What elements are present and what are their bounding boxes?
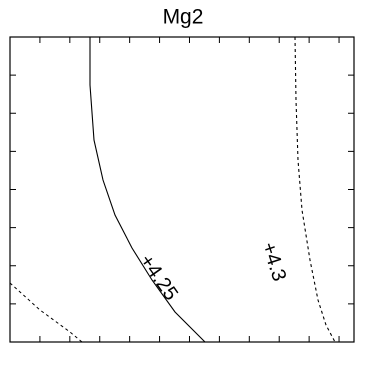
contour-line (294, 36, 336, 343)
chart-title: Mg2 (163, 6, 204, 29)
contour-line (89, 37, 206, 343)
contour-label: +4.3 (257, 240, 290, 284)
contour-label: +4.25 (135, 251, 182, 305)
unlabeled-contour (9, 282, 83, 343)
frame-ticks (10, 37, 354, 342)
plot-frame (9, 36, 355, 343)
